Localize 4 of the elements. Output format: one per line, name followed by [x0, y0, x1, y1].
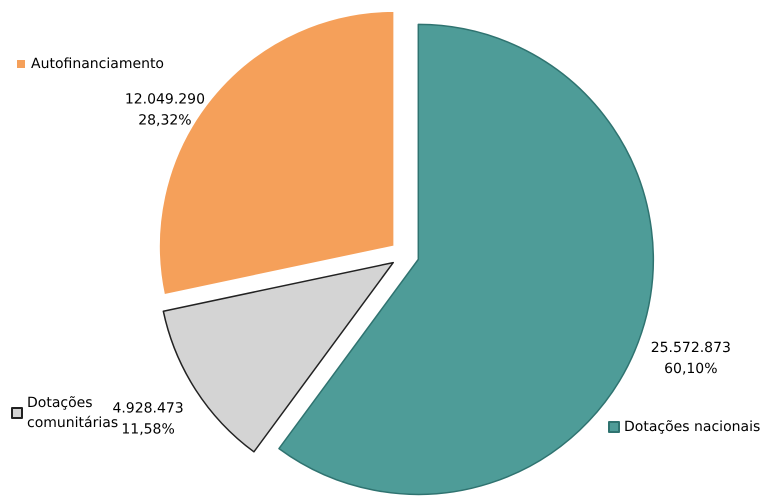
legend-label: Autofinanciamento	[31, 56, 164, 72]
data-label: 25.572.873 60,10%	[650, 340, 731, 377]
legend-label: Dotações nacionais	[624, 419, 760, 435]
data-label: 12.049.290 28,32%	[124, 91, 205, 128]
